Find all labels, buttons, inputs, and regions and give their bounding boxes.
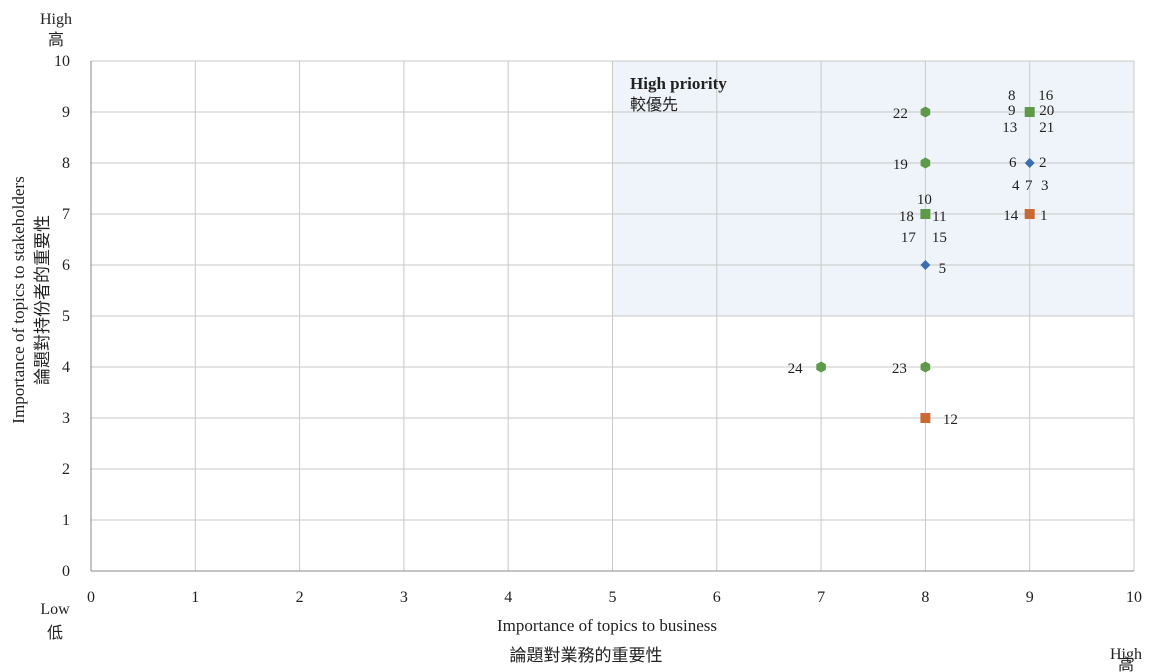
axis-titles: High priority 較優先 Importance of topics t… (9, 11, 1142, 672)
x-axis-title: Importance of topics to business (497, 616, 717, 635)
high-priority-region (612, 61, 1134, 316)
point-label: 24 (788, 361, 804, 377)
y-tick-label: 9 (62, 104, 70, 121)
x-tick-label: 2 (296, 589, 304, 606)
data-point (920, 260, 931, 270)
point-label: 15 (932, 230, 947, 246)
y-high-label-zh: 高 (48, 31, 64, 49)
data-point (920, 157, 931, 169)
point-label: 18 (899, 209, 914, 225)
x-tick-label: 4 (504, 589, 512, 606)
y-tick-label: 7 (62, 206, 70, 223)
point-label: 17 (901, 230, 917, 246)
x-tick-label: 0 (87, 589, 95, 606)
region-title: High priority (630, 74, 727, 93)
point-label: 16 (1038, 88, 1054, 104)
x-tick-label: 8 (921, 589, 929, 606)
y-axis-title: Importance of topics to stakeholders (9, 176, 28, 423)
point-label: 11 (932, 209, 946, 225)
y-tick-label: 5 (62, 308, 70, 325)
x-tick-label: 1 (191, 589, 199, 606)
point-label: 9 (1008, 103, 1016, 119)
data-point (1024, 158, 1035, 168)
region-subtitle: 較優先 (630, 96, 678, 114)
x-low-label-zh: 低 (47, 624, 63, 642)
data-point (920, 106, 931, 118)
point-label: 3 (1041, 178, 1049, 194)
y-tick-label: 8 (62, 155, 70, 172)
x-tick-label: 6 (713, 589, 721, 606)
x-tick-label: 9 (1026, 589, 1034, 606)
point-label: 14 (1003, 208, 1019, 224)
data-point (920, 209, 931, 219)
point-label: 7 (1025, 178, 1033, 194)
point-label: 20 (1039, 103, 1054, 119)
data-point (920, 361, 931, 373)
y-tick-label: 0 (62, 563, 70, 580)
point-label: 23 (892, 361, 907, 377)
point-label: 21 (1039, 120, 1054, 136)
x-tick-label: 3 (400, 589, 408, 606)
y-tick-label: 6 (62, 257, 70, 274)
y-tick-label: 1 (62, 512, 70, 529)
point-label: 6 (1009, 155, 1017, 171)
data-point (920, 413, 931, 423)
x-axis-title-zh: 論題對業務的重要性 (510, 646, 663, 665)
y-tick-label: 3 (62, 410, 70, 427)
point-label: 8 (1008, 88, 1016, 104)
point-label: 1 (1040, 208, 1048, 224)
high-priority-area (612, 61, 1134, 316)
point-label: 22 (893, 106, 908, 122)
point-label: 5 (939, 261, 947, 277)
point-label: 12 (943, 412, 958, 428)
y-tick-label: 2 (62, 461, 70, 478)
x-tick-label: 5 (609, 589, 617, 606)
y-tick-label: 10 (54, 53, 70, 70)
point-label: 13 (1002, 120, 1017, 136)
x-tick-label: 10 (1126, 589, 1142, 606)
data-point (1024, 107, 1035, 117)
point-label: 10 (917, 192, 932, 208)
y-tick-label: 4 (62, 359, 70, 376)
y-high-label: High (40, 11, 72, 28)
data-point (816, 361, 826, 373)
x-high-label: High (1110, 646, 1142, 663)
point-label: 19 (893, 157, 908, 173)
x-high-label-zh: 高 (1118, 656, 1134, 672)
x-tick-label: 7 (817, 589, 825, 606)
x-low-label: Low (40, 601, 70, 618)
y-axis-title-zh: 論題對持份者的重要性 (33, 215, 52, 385)
data-point (1024, 209, 1035, 219)
point-label: 4 (1012, 178, 1020, 194)
point-label: 2 (1039, 155, 1047, 171)
data-points (816, 106, 1035, 423)
